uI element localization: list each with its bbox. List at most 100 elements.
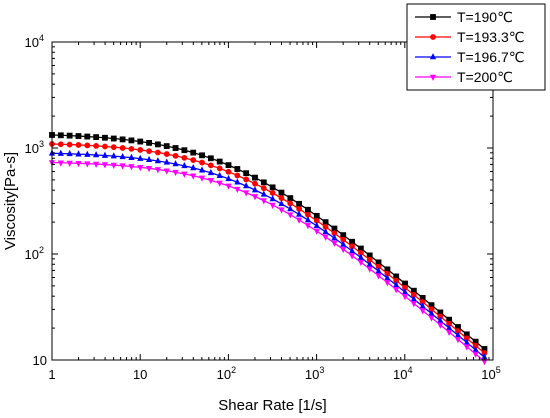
data-point <box>375 273 382 280</box>
data-point <box>199 152 205 159</box>
data-point <box>172 145 179 151</box>
data-point <box>181 147 188 154</box>
data-point <box>234 178 241 185</box>
data-point <box>296 200 303 207</box>
data-point <box>84 133 91 140</box>
data-point <box>190 149 197 156</box>
data-point <box>252 174 258 181</box>
data-point <box>128 153 135 160</box>
data-point <box>410 301 417 308</box>
data-point <box>419 308 426 315</box>
data-point <box>172 169 179 177</box>
series <box>49 141 488 356</box>
data-point <box>269 202 276 209</box>
x-tick-label: 1 <box>48 367 55 382</box>
legend-entry: T=196.7℃ <box>457 49 524 65</box>
series <box>48 149 488 360</box>
data-point <box>110 152 117 159</box>
data-point <box>322 219 329 226</box>
data-point <box>225 174 232 182</box>
data-point <box>322 234 329 241</box>
data-point <box>93 142 100 149</box>
data-point <box>366 260 373 267</box>
legend-swatch-marker <box>430 34 436 40</box>
data-point <box>287 212 294 219</box>
data-point <box>384 280 391 287</box>
data-point <box>401 294 409 301</box>
data-point <box>243 190 250 197</box>
data-point <box>66 132 73 139</box>
data-point <box>110 135 117 142</box>
data-point <box>145 166 153 173</box>
series-line <box>51 161 485 362</box>
x-axis-label: Shear Rate [1/s] <box>218 397 326 414</box>
y-axis-label: Viscosity[Pa-s] <box>2 152 19 250</box>
data-point <box>181 171 188 178</box>
series <box>49 132 488 352</box>
data-point <box>287 205 294 212</box>
data-point <box>110 162 117 169</box>
data-point <box>75 161 82 168</box>
data-point <box>313 222 320 229</box>
data-point <box>57 141 64 148</box>
data-point <box>322 228 329 235</box>
data-point <box>331 240 338 247</box>
data-point <box>93 151 100 158</box>
data-point <box>348 253 356 260</box>
data-point <box>472 351 479 358</box>
data-point <box>366 266 373 273</box>
data-point <box>57 160 64 167</box>
data-point <box>269 195 276 202</box>
data-point <box>207 162 214 169</box>
data-point <box>93 134 100 141</box>
data-point <box>269 190 276 196</box>
data-point <box>154 157 161 164</box>
data-point <box>340 246 347 254</box>
data-point <box>163 151 170 157</box>
data-point <box>84 142 91 149</box>
series-line <box>51 143 485 354</box>
data-point <box>393 287 400 294</box>
data-point <box>243 170 250 177</box>
data-point <box>331 234 338 241</box>
legend-swatch-marker <box>430 14 436 20</box>
data-point <box>137 154 144 161</box>
data-point <box>128 145 135 152</box>
data-point <box>260 179 267 186</box>
data-point <box>119 145 126 151</box>
legend-swatch-marker <box>429 74 437 81</box>
data-point <box>207 178 214 185</box>
data-point <box>102 143 108 150</box>
data-point <box>66 160 73 167</box>
legend: T=190℃ T=193.3℃ T=196.7℃ T=200℃ <box>406 3 546 91</box>
data-point <box>357 253 364 260</box>
data-point <box>260 198 267 205</box>
data-point <box>84 150 91 157</box>
data-point <box>251 194 259 201</box>
data-point <box>225 162 232 169</box>
data-point <box>163 158 170 165</box>
data-point <box>340 240 347 247</box>
data-point <box>401 288 409 295</box>
data-point <box>119 152 126 160</box>
data-point <box>93 161 100 168</box>
data-point <box>278 195 285 201</box>
data-point <box>163 168 170 175</box>
data-point <box>243 182 250 189</box>
x-tick-label: 104 <box>393 365 412 382</box>
data-point <box>137 138 144 145</box>
data-point <box>260 185 267 192</box>
data-point <box>75 142 82 148</box>
x-tick-label: 103 <box>305 365 324 382</box>
y-tick-label: 102 <box>25 245 44 262</box>
data-point <box>225 168 232 175</box>
data-point <box>181 154 188 161</box>
data-point <box>172 160 179 167</box>
data-point <box>305 206 311 213</box>
data-point <box>163 143 170 149</box>
data-point <box>66 149 73 157</box>
data-point <box>278 199 285 207</box>
data-point <box>278 189 285 196</box>
